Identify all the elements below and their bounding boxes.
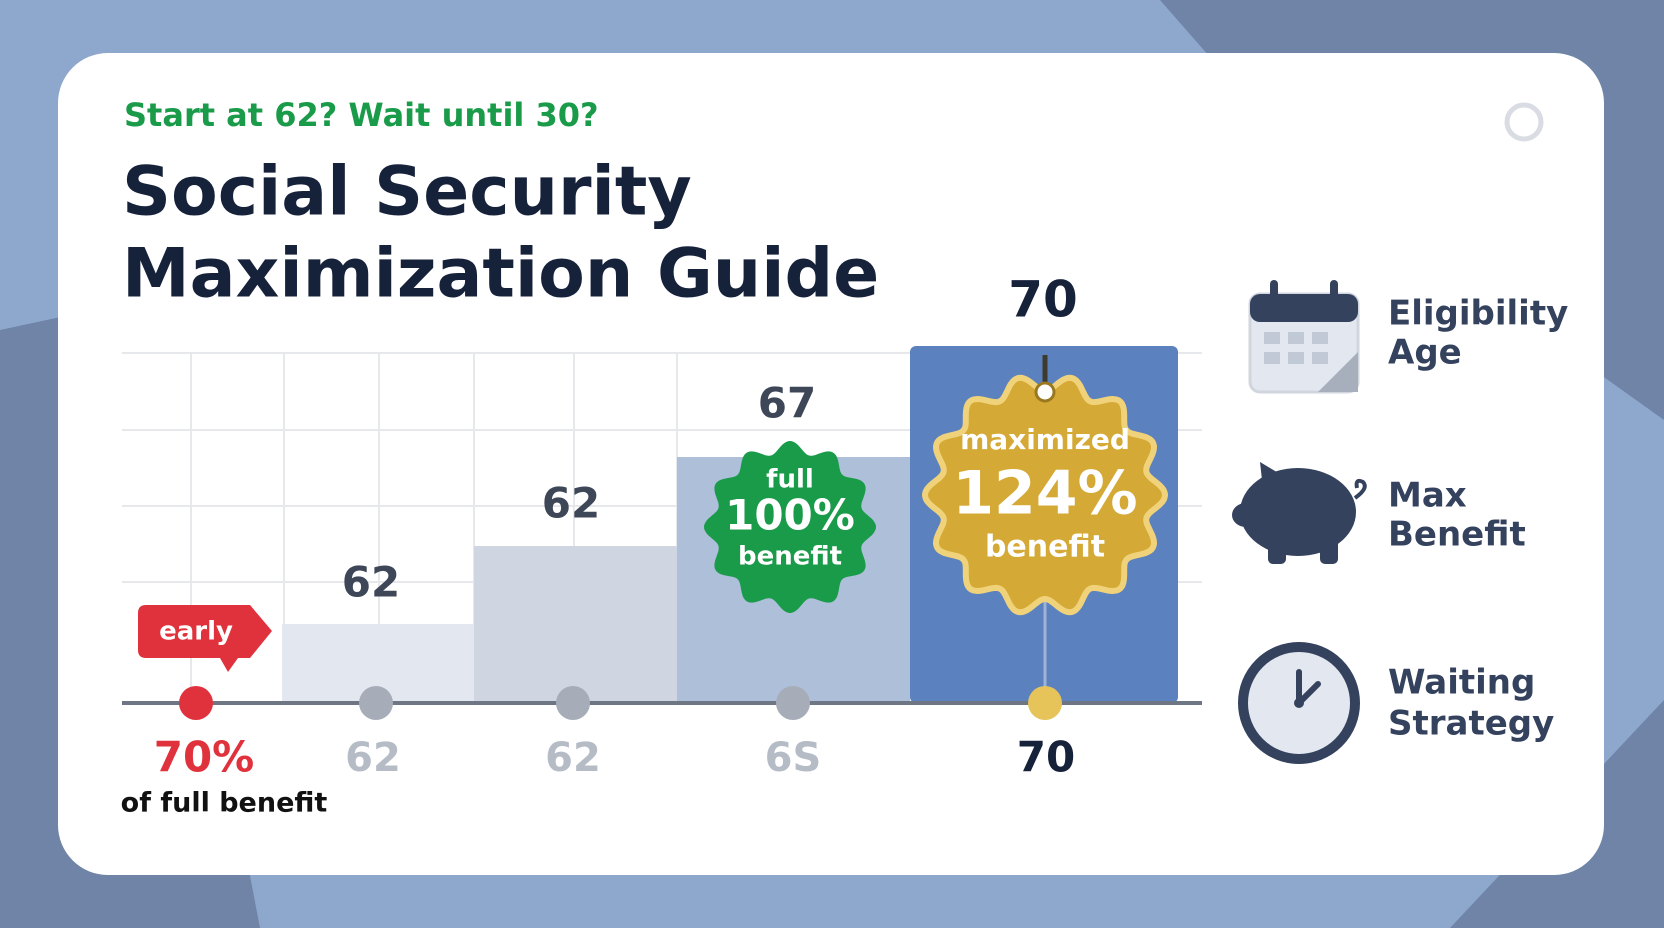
step-dot [359, 686, 393, 720]
step-top: 62 [342, 558, 400, 607]
step-bottom: 62 [545, 735, 601, 781]
badge-text: benefit [985, 530, 1105, 565]
calendar-icon [1248, 280, 1360, 394]
title: Social Security [122, 153, 692, 232]
step-bottom: 70% [154, 733, 255, 782]
step-top: 62 [542, 479, 600, 528]
step-bar [474, 546, 677, 703]
sidebar-label: Waiting [1388, 663, 1535, 703]
title: Maximization Guide [122, 235, 879, 314]
early-label: early [159, 617, 233, 647]
sidebar-label: Eligibility [1388, 294, 1568, 334]
badge-hole [1034, 381, 1056, 403]
badge-text: 124% [952, 459, 1137, 529]
early-tag [138, 605, 272, 672]
sidebar-label: Max [1388, 476, 1467, 516]
step-top: 67 [758, 379, 816, 428]
clock-icon [1238, 642, 1360, 764]
sidebar-label: Strategy [1388, 704, 1554, 744]
step-bottom: 70 [1017, 733, 1075, 782]
step-dot [1028, 686, 1062, 720]
step-dot [179, 686, 213, 720]
step-top: 70 [1008, 271, 1078, 329]
kicker: Start at 62? Wait until 30? [124, 96, 599, 134]
step-bottom: 6S [765, 735, 822, 781]
step-dot [556, 686, 590, 720]
sidebar-label: Benefit [1388, 515, 1526, 555]
badge [921, 374, 1169, 616]
sidebar-label: Age [1388, 333, 1462, 373]
step-note: of full benefit [121, 788, 328, 819]
step-dot [776, 686, 810, 720]
badge [704, 441, 876, 613]
badge-text: 100% [725, 491, 855, 540]
decor-circle [1504, 102, 1544, 142]
badge-text: maximized [960, 423, 1130, 456]
badge-text: full [766, 465, 814, 495]
piggy-icon [1232, 462, 1367, 564]
step-bottom: 62 [345, 735, 401, 781]
badge-text: benefit [738, 542, 842, 572]
